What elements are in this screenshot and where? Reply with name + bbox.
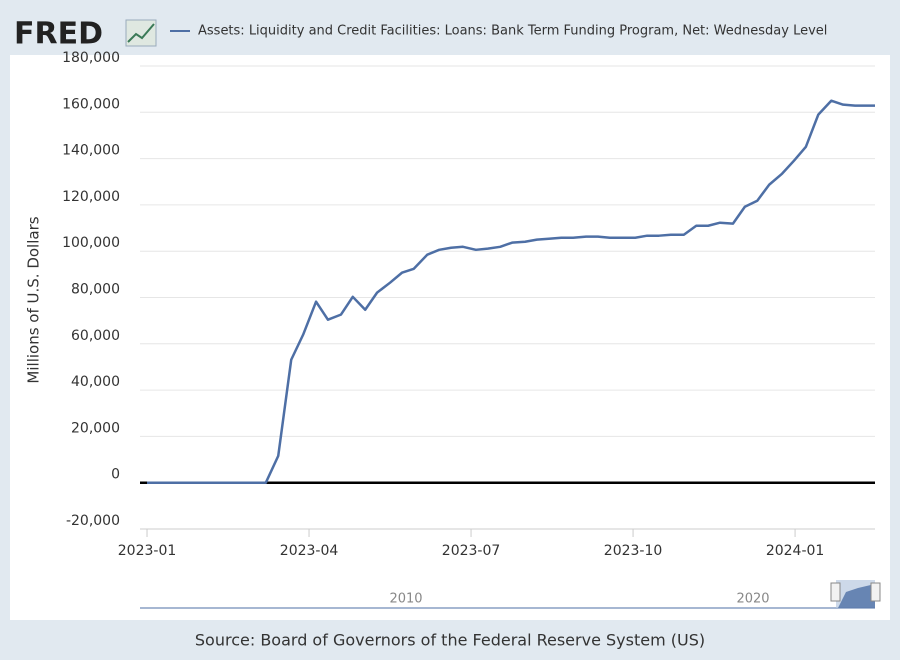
x-tick-label: 2023-10 bbox=[604, 543, 663, 559]
y-axis-label: Millions of U.S. Dollars bbox=[25, 216, 43, 383]
x-tick-label: 2023-04 bbox=[280, 543, 339, 559]
y-tick-label: -20,000 bbox=[66, 513, 120, 529]
source: Source: Board of Governors of the Federa… bbox=[195, 631, 705, 650]
y-tick-label: 80,000 bbox=[71, 282, 120, 298]
y-tick-label: 60,000 bbox=[71, 328, 120, 344]
y-tick-label: 100,000 bbox=[62, 235, 120, 251]
navigator bbox=[140, 580, 881, 609]
navigator-label: 2010 bbox=[389, 592, 422, 607]
line-series bbox=[147, 99, 875, 484]
logo: FRED bbox=[14, 17, 103, 52]
navigator-label: 2020 bbox=[736, 592, 769, 607]
y-tick-label: 160,000 bbox=[62, 96, 120, 112]
plot-panel bbox=[10, 55, 890, 620]
x-tick-label: 2023-07 bbox=[442, 543, 501, 559]
y-tick-label: 20,000 bbox=[71, 420, 120, 436]
y-tick-label: 40,000 bbox=[71, 374, 120, 390]
x-tick-label: 2023-01 bbox=[118, 543, 177, 559]
y-tick-label: 120,000 bbox=[62, 189, 120, 205]
y-tick-label: 180,000 bbox=[62, 50, 120, 66]
x-tick-label: 2024-01 bbox=[766, 543, 825, 559]
logo-icon bbox=[125, 19, 157, 47]
y-tick-label: 140,000 bbox=[62, 143, 120, 159]
y-tick-label: 0 bbox=[111, 467, 120, 483]
legend-label: Assets: Liquidity and Credit Facilities:… bbox=[198, 24, 827, 39]
